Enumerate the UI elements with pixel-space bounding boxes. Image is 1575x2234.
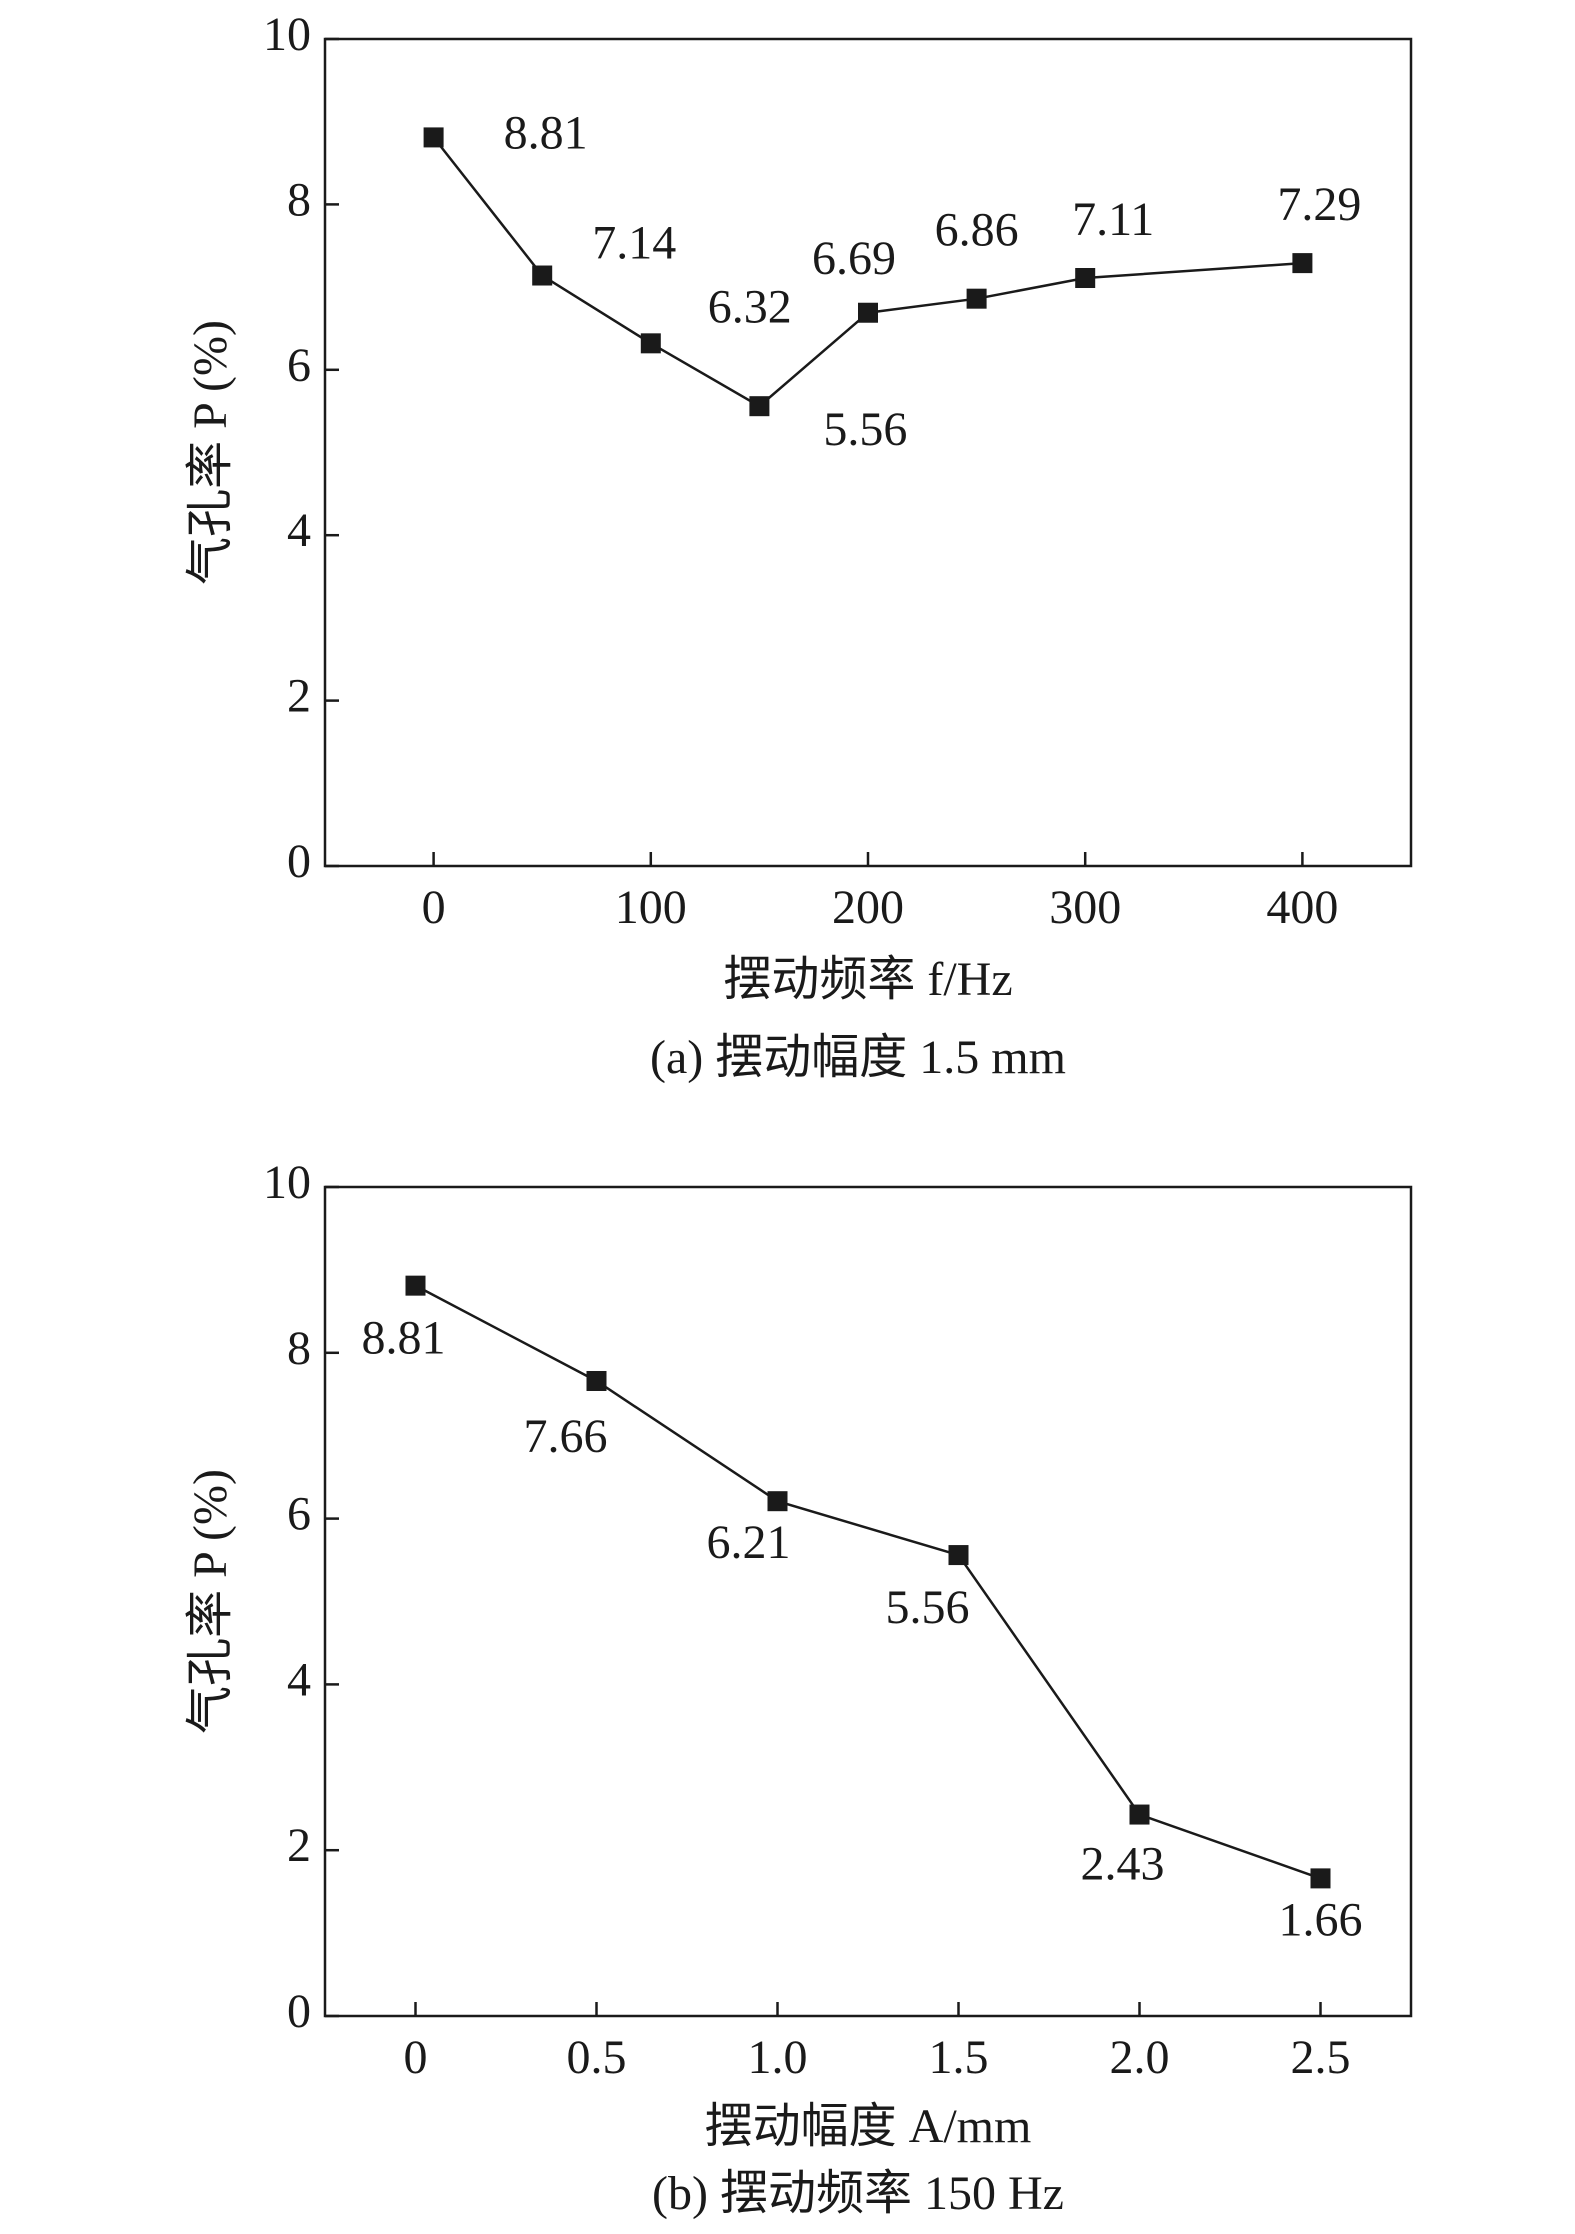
data-point	[1075, 268, 1096, 289]
value-label: 7.66	[524, 1410, 608, 1463]
x-tick-label: 100	[615, 881, 687, 934]
value-label: 5.56	[886, 1581, 970, 1634]
value-label: 6.86	[935, 204, 1019, 257]
x-axis-label: 摆动频率 f/Hz	[723, 953, 1012, 1006]
data-point	[640, 333, 661, 354]
x-tick-label: 1.5	[929, 2031, 989, 2084]
data-point	[1310, 1868, 1331, 1889]
caption: (a) 摆动幅度 1.5 mm	[650, 1031, 1066, 1084]
value-label: 8.81	[362, 1312, 446, 1365]
data-point	[586, 1370, 607, 1391]
caption: (b) 摆动频率 150 Hz	[652, 2167, 1064, 2220]
data-point	[532, 265, 553, 286]
x-tick-label: 400	[1266, 881, 1338, 934]
data-point	[423, 127, 444, 148]
y-axis-label: 气孔率 P (%)	[184, 320, 237, 585]
value-label: 2.43	[1081, 1838, 1165, 1891]
value-label: 6.69	[812, 232, 896, 285]
value-label: 6.32	[708, 280, 792, 333]
data-point	[1292, 253, 1313, 274]
value-label: 8.81	[504, 106, 588, 159]
data-point	[767, 1491, 788, 1512]
x-tick-label: 200	[832, 881, 904, 934]
y-tick-label: 8	[287, 173, 311, 226]
x-tick-label: 300	[1049, 881, 1121, 934]
value-label: 1.66	[1279, 1893, 1363, 1946]
data-point	[966, 288, 987, 309]
data-point	[858, 302, 878, 323]
y-tick-label: 0	[287, 1985, 311, 2038]
data-point	[405, 1275, 426, 1296]
data-line	[432, 136, 1303, 408]
data-point	[948, 1545, 969, 1566]
value-label: 7.14	[592, 217, 676, 270]
plot-frame	[323, 1185, 1413, 2018]
x-axis-label: 摆动幅度 A/mm	[705, 2100, 1032, 2153]
y-axis-label: 气孔率 P (%)	[184, 1469, 237, 1734]
x-tick-label: 1.0	[748, 2031, 808, 2084]
value-label: 6.21	[707, 1516, 791, 1569]
y-tick-label: 0	[287, 835, 311, 888]
x-tick-label: 0.5	[567, 2031, 627, 2084]
x-tick-label: 0	[404, 2031, 428, 2084]
y-tick-label: 2	[287, 1819, 311, 1872]
y-tick-label: 2	[287, 670, 311, 723]
y-tick-label: 4	[287, 1653, 311, 1706]
y-tick-label: 8	[287, 1322, 311, 1375]
y-tick-label: 4	[287, 504, 311, 557]
value-label: 7.29	[1277, 178, 1361, 231]
y-tick-label: 6	[287, 339, 311, 392]
data-point	[749, 396, 770, 417]
x-tick-label: 2.0	[1110, 2031, 1170, 2084]
value-label: 7.11	[1072, 193, 1154, 246]
data-line	[414, 1284, 1321, 1880]
y-tick-label: 10	[263, 8, 311, 61]
x-tick-label: 0	[422, 881, 446, 934]
value-label: 5.56	[823, 403, 907, 456]
y-tick-label: 10	[263, 1156, 311, 1209]
data-point	[1129, 1804, 1150, 1825]
x-tick-label: 2.5	[1291, 2031, 1351, 2084]
y-tick-label: 6	[287, 1488, 311, 1541]
